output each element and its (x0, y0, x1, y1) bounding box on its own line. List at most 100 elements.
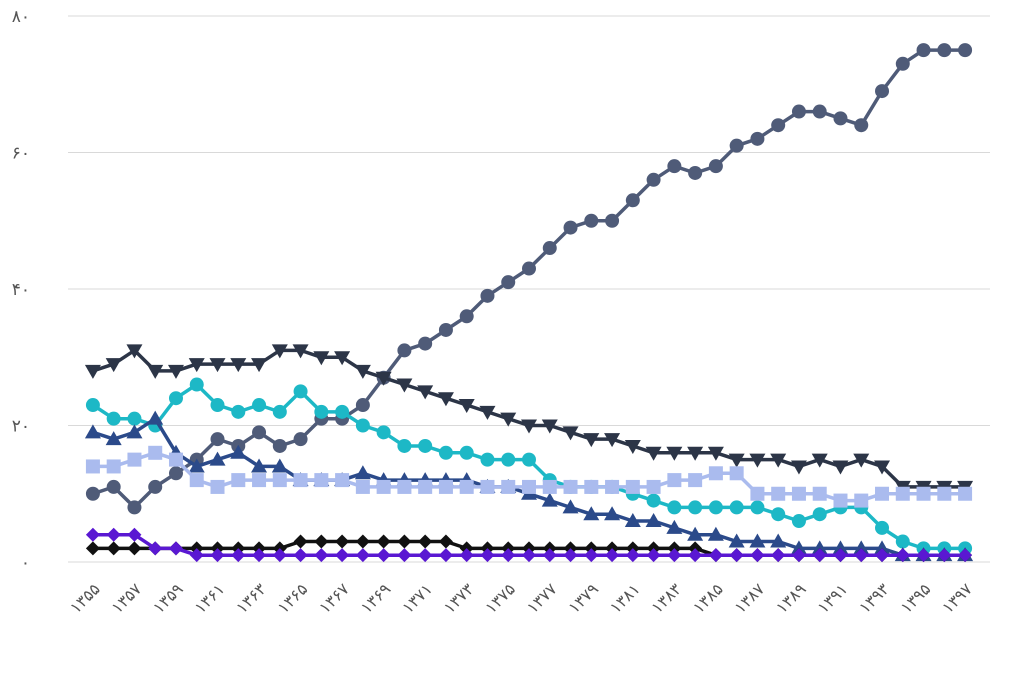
y-tick-label: ۰ (21, 553, 30, 573)
series-triangle-down-dark-point (147, 364, 164, 379)
series-diamond-black-point (106, 541, 121, 556)
series-triangle-up-navy-point (624, 513, 641, 528)
series-triangle-down-dark-point (354, 364, 371, 379)
series-square-lavender-point (875, 486, 890, 501)
series-circle-teal-point (667, 500, 682, 515)
series-diamond-purple-point (522, 548, 536, 563)
series-circle-slate-point (418, 336, 433, 351)
series-diamond-purple-point (854, 548, 869, 563)
series-diamond-purple-point (210, 548, 225, 563)
series-circle-teal-point (210, 398, 225, 413)
series-triangle-down-dark-point (687, 446, 704, 461)
series-triangle-down-dark-point (604, 433, 621, 448)
x-tick-label: ۱۳۶۳ (232, 579, 270, 617)
series-diamond-purple-point (916, 548, 931, 563)
series-triangle-up-navy-point (687, 526, 704, 541)
series-triangle-down-dark-point (624, 439, 641, 454)
series-square-lavender-point (189, 473, 204, 488)
x-tick-label: ۱۳۹۱ (814, 579, 852, 617)
series-circle-slate-point (168, 466, 183, 481)
series-diamond-purple-point (729, 548, 744, 563)
series-circle-teal-point (314, 404, 329, 419)
series-circle-slate-point (542, 241, 557, 256)
series-triangle-up-navy-point (251, 458, 268, 473)
series-triangle-up-navy-point (583, 506, 600, 521)
series-triangle-down-dark-point (790, 460, 807, 475)
series-diamond-purple (85, 527, 973, 563)
series-circle-teal-point (418, 438, 433, 453)
series-circle-slate-point (480, 288, 495, 303)
series-diamond-purple-point (397, 548, 412, 563)
series-circle-teal-point (189, 377, 204, 392)
series-triangle-up-navy-point (188, 458, 205, 473)
series-diamond-purple-point (771, 548, 786, 563)
series-triangle-down-dark-point (728, 453, 745, 468)
x-tick-label: ۱۳۵۹ (149, 579, 187, 617)
series-square-lavender-point (667, 473, 682, 488)
series-circle-slate-point (438, 322, 453, 337)
series-circle-teal-point (646, 493, 661, 508)
series-triangle-up-navy-point (874, 540, 891, 555)
series-circle-teal-point (688, 500, 703, 515)
series-square-lavender-point (293, 473, 308, 488)
series-circle-teal-point (293, 384, 308, 399)
series-triangle-up-navy-point (666, 519, 683, 534)
series-square-lavender (85, 445, 973, 508)
series-circle-slate-point (501, 275, 516, 290)
series-triangle-down-dark-point (853, 453, 870, 468)
series-circle-teal-point (771, 507, 786, 522)
series-triangle-down-dark-point (458, 399, 475, 414)
x-tick-label: ۱۳۸۹ (772, 579, 810, 617)
y-tick-label: ۴۰ (12, 280, 30, 300)
series-square-lavender-point (418, 479, 433, 494)
series-square-lavender-point (916, 486, 931, 501)
series-square-lavender-point (148, 445, 163, 460)
series-triangle-down-dark-point (666, 446, 683, 461)
series-diamond-purple-point (376, 548, 391, 563)
series-diamond-black-point (418, 534, 433, 549)
series-triangle-up-navy-point (728, 533, 745, 548)
series-circle-slate-point (750, 131, 765, 146)
series-diamond-black-point (293, 534, 308, 549)
series-circle-teal-point (875, 520, 890, 535)
series-circle-teal-point (127, 411, 142, 426)
series-diamond-purple-point (127, 527, 142, 542)
series-diamond-purple-point (148, 541, 163, 556)
series-square-lavender-point (231, 473, 246, 488)
series-triangle-down-dark-point (832, 460, 849, 475)
series-square-lavender-point (563, 479, 578, 494)
series-square-lavender-point (833, 493, 848, 508)
series-group (84, 43, 974, 563)
series-square-lavender-point (127, 452, 142, 467)
series-triangle-down-dark (84, 344, 974, 495)
series-diamond-purple-point (106, 527, 121, 542)
series-circle-teal-point (231, 404, 246, 419)
series-diamond-purple-point (688, 548, 703, 563)
series-triangle-down-dark-point (583, 433, 600, 448)
series-diamond-black-point (355, 534, 370, 549)
series-square-lavender-point (106, 459, 121, 474)
series-square-lavender-point (646, 479, 661, 494)
x-tick-label: ۱۳۷۳ (440, 579, 478, 617)
series-diamond-purple-point (355, 548, 370, 563)
series-circle-slate-point (708, 159, 723, 174)
series-diamond-black-point (85, 541, 100, 556)
series-square-lavender-point (522, 479, 536, 494)
series-circle-slate-point (355, 398, 370, 413)
series-square-lavender-point (85, 459, 100, 474)
series-triangle-down-dark-point (811, 453, 828, 468)
x-axis-ticks: ۱۳۵۵ ۱۳۵۷ ۱۳۵۹ ۱۳۶۱ ۱۳۶۳ ۱۳۶۵ ۱۳۶۷ ۱۳۶۹ ۱۳۷۱ ۱۳۷۳… (66, 579, 976, 617)
series-diamond-purple-point (335, 548, 350, 563)
series-square-lavender-point (958, 486, 973, 501)
series-diamond-purple-point (501, 548, 516, 563)
series-triangle-down-dark-point (541, 419, 558, 434)
series-circle-teal-point (168, 391, 183, 406)
series-circle-slate-point (791, 104, 806, 119)
series-diamond-purple-point (958, 548, 973, 563)
series-circle-slate-point (958, 43, 973, 58)
series-triangle-down-dark-point (521, 419, 537, 434)
series-triangle-up-navy-point (147, 410, 164, 425)
series-circle-slate-point (210, 432, 225, 447)
